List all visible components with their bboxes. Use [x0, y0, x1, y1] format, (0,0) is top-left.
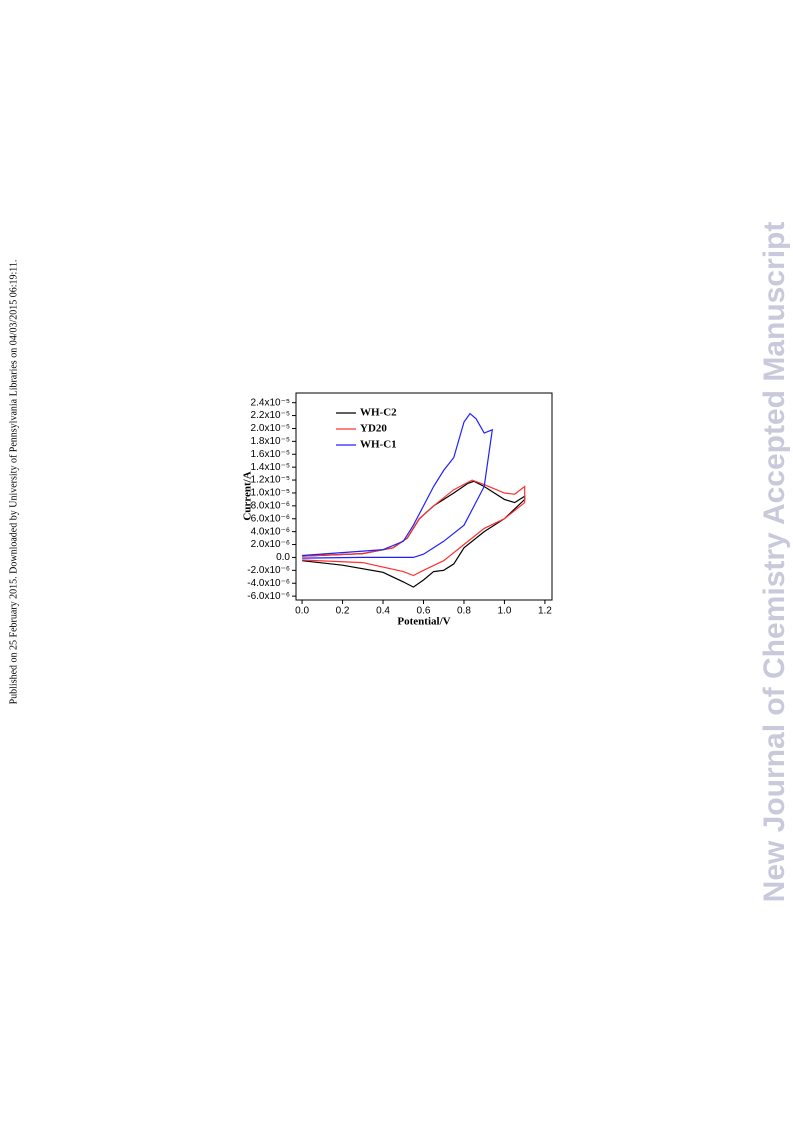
y-tick-label: 4.0x10⁻⁶: [251, 526, 290, 537]
y-tick-label: 1.2x10⁻⁵: [251, 475, 290, 486]
legend-label: WH-C1: [360, 439, 397, 451]
y-tick-label: 0.0: [276, 552, 290, 563]
x-tick-label: 0.6: [417, 606, 431, 617]
y-tick-label: -4.0x10⁻⁶: [247, 578, 290, 589]
y-tick-label: 1.8x10⁻⁵: [251, 436, 290, 447]
series-line: [302, 412, 494, 559]
plot-frame: [295, 392, 553, 601]
y-tick-label: 2.0x10⁻⁶: [251, 539, 290, 550]
y-tick-label: -2.0x10⁻⁶: [247, 565, 290, 576]
x-tick-label: 0.4: [376, 606, 390, 617]
y-tick-label: 2.0x10⁻⁵: [251, 423, 290, 434]
side-note: Published on 25 February 2015. Downloade…: [8, 260, 19, 705]
legend-label: YD20: [360, 423, 387, 435]
y-tick-label: -6.0x10⁻⁶: [247, 591, 290, 602]
y-tick-label: 2.2x10⁻⁵: [251, 410, 290, 421]
series-line: [302, 480, 526, 588]
y-tick-label: 1.0x10⁻⁵: [251, 488, 290, 499]
x-tick-label: 0.8: [457, 606, 471, 617]
legend-label: WH-C2: [360, 407, 397, 419]
x-tick-label: 0.2: [336, 606, 350, 617]
y-tick-label: 2.4x10⁻⁵: [251, 397, 290, 408]
x-tick-label: 0.0: [295, 606, 309, 617]
x-tick-label: 1.0: [497, 606, 511, 617]
y-tick-label: 6.0x10⁻⁶: [251, 513, 290, 524]
y-tick-label: 1.6x10⁻⁵: [251, 449, 290, 460]
y-tick-label: 1.4x10⁻⁵: [251, 462, 290, 473]
y-tick-label: 8.0x10⁻⁶: [251, 500, 290, 511]
x-tick-label: 1.2: [538, 606, 552, 617]
x-axis-label: Potential/V: [397, 616, 450, 628]
y-axis-label: Current/A: [242, 471, 254, 520]
series-line: [302, 479, 526, 577]
watermark: New Journal of Chemistry Accepted Manusc…: [758, 222, 791, 903]
